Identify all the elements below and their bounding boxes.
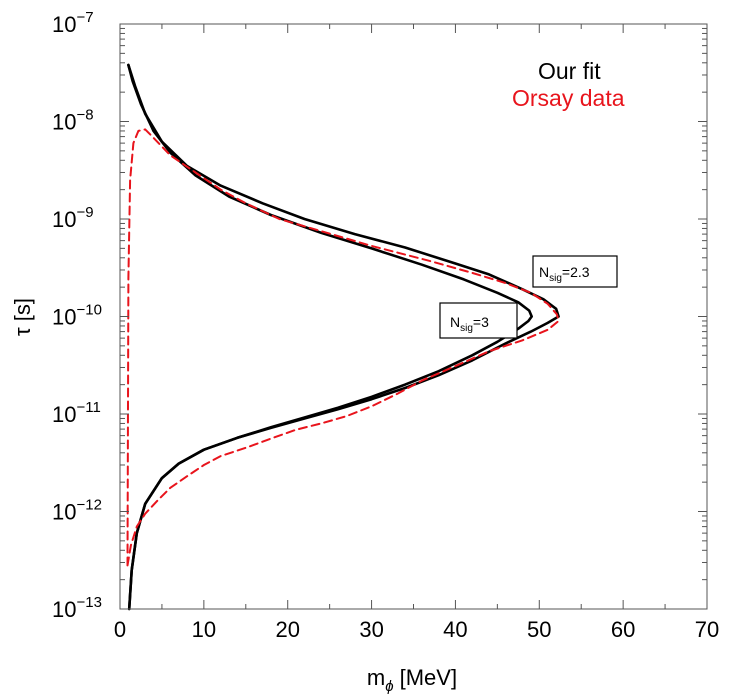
y-tick-label: 10−13 bbox=[52, 594, 102, 622]
y-tick-label: 10−9 bbox=[52, 204, 94, 232]
legend-orsay-data: Orsay data bbox=[512, 85, 625, 111]
x-tick-label: 10 bbox=[192, 617, 216, 642]
x-tick-label: 60 bbox=[611, 617, 635, 642]
y-tick-label: 10−11 bbox=[52, 399, 101, 427]
annotation-nsig-2-3-main: N bbox=[539, 264, 549, 280]
x-axis-title-sub: ϕ bbox=[385, 678, 393, 694]
annotation-nsig-3-sub: sig bbox=[460, 323, 473, 334]
y-tick-label: 10−12 bbox=[52, 497, 102, 525]
svg-text:Nsig=2.3: Nsig=2.3 bbox=[539, 264, 590, 284]
x-tick-label: 20 bbox=[275, 617, 299, 642]
annotation-nsig-3-value: =3 bbox=[473, 314, 489, 330]
plot-curves bbox=[126, 63, 560, 611]
y-tick-label: 10−8 bbox=[52, 107, 94, 135]
x-tick-label: 70 bbox=[695, 617, 719, 642]
x-tick-label: 0 bbox=[114, 617, 126, 642]
x-tick-label: 50 bbox=[527, 617, 551, 642]
y-axis-title: τ [s] bbox=[10, 298, 35, 336]
y-tick-label: 10−10 bbox=[52, 302, 102, 330]
annotation-nsig-2-3-value: =2.3 bbox=[562, 264, 590, 280]
x-tick-label: 30 bbox=[359, 617, 383, 642]
x-axis-title-unit: [MeV] bbox=[400, 665, 457, 690]
y-tick-label: 10−7 bbox=[52, 9, 94, 37]
series-line-nsig3 bbox=[127, 63, 533, 611]
x-tick-label: 40 bbox=[443, 617, 467, 642]
x-axis-title: mϕ [MeV] bbox=[367, 665, 457, 694]
annotation-nsig-3-main: N bbox=[450, 314, 460, 330]
svg-text:Nsig=3: Nsig=3 bbox=[450, 314, 489, 334]
annotation-nsig-2-3: Nsig=2.3 bbox=[532, 255, 618, 288]
annotation-nsig-3: Nsig=3 bbox=[439, 302, 518, 339]
x-axis-title-main: m bbox=[367, 665, 385, 690]
legend-our-fit: Our fit bbox=[538, 58, 601, 84]
series-line-orsay bbox=[126, 128, 560, 567]
annotation-nsig-2-3-sub: sig bbox=[549, 273, 562, 284]
axis-ticks: 0 10 20 30 40 50 60 70 10−13 10−12 10−11 10−10 10−9 1… bbox=[52, 9, 719, 642]
